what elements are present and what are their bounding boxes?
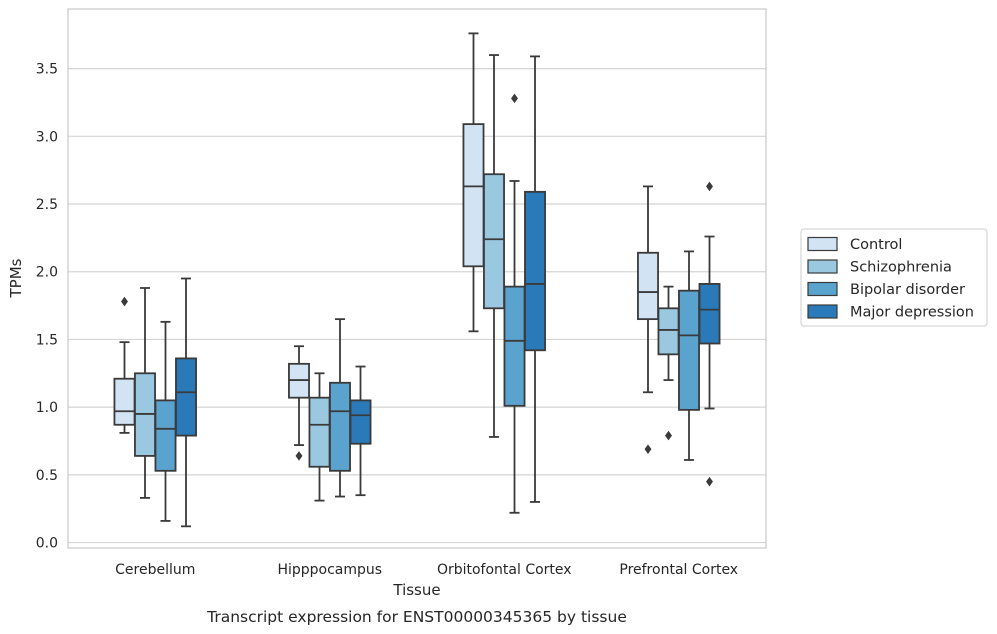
box-iqr [175, 357, 197, 437]
legend: Control Schizophrenia Bipolar disorder Majo… [800, 228, 988, 327]
y-tick-label: 2.0 [36, 265, 58, 281]
x-tick-label: Cerebellum [115, 562, 195, 578]
box-iqr [503, 285, 526, 407]
legend-frame [800, 228, 988, 327]
box-iqr [329, 381, 351, 472]
legend-swatch [807, 281, 838, 297]
outlier-point [511, 93, 518, 104]
legend-items: Control Schizophrenia Bipolar disorder Majo… [807, 236, 974, 321]
box-bipolar-disorder [503, 93, 526, 514]
box-iqr [113, 377, 136, 426]
y-tick-labels: 0.0 0.5 1.0 1.5 2.0 2.5 3.0 3.5 [36, 62, 58, 552]
x-tick-label: Orbitofontal Cortex [437, 562, 572, 578]
box-iqr [637, 251, 659, 321]
legend-label: Schizophrenia [850, 260, 952, 276]
outlier-point [644, 444, 652, 454]
y-tick-label: 2.5 [36, 197, 58, 213]
box-iqr [483, 173, 505, 310]
box-major-depression [175, 277, 197, 528]
box-bipolar-disorder [154, 320, 177, 522]
box-iqr [154, 399, 177, 472]
box-iqr [678, 289, 700, 411]
box-schizophrenia [483, 54, 505, 438]
outlier-point [295, 451, 303, 461]
legend-swatch [807, 304, 838, 319]
chart-caption: Transcript expression for ENST0000034536… [206, 608, 627, 626]
box-control [288, 345, 310, 461]
x-tick-labels: Cerebellum Hipppocampus Orbitofontal Corte… [115, 562, 738, 578]
outlier-point [706, 476, 713, 487]
box-iqr [698, 283, 721, 345]
box-major-depression [349, 365, 372, 497]
y-tick-label: 3.0 [36, 129, 58, 145]
box-control [637, 185, 659, 454]
x-axis-label: Tissue [392, 581, 440, 599]
x-tick-label: Prefrontal Cortex [619, 562, 738, 578]
box-iqr [524, 190, 546, 352]
box-bipolar-disorder [329, 318, 351, 498]
box-schizophrenia [308, 372, 331, 502]
outlier-point [121, 296, 128, 307]
outlier-point [706, 181, 713, 192]
box-bipolar-disorder [678, 250, 700, 461]
box-schizophrenia [657, 285, 680, 441]
legend-swatch [807, 236, 838, 252]
boxes [113, 32, 721, 528]
box-iqr [349, 399, 372, 445]
x-tick-label: Hipppocampus [277, 562, 382, 578]
box-major-depression [524, 55, 546, 503]
plot-frame [67, 8, 767, 549]
legend-label: Bipolar disorder [850, 282, 965, 298]
y-tick-label: 3.5 [36, 62, 58, 78]
y-axis-label: TPMs [7, 258, 25, 298]
box-iqr [462, 123, 485, 268]
box-iqr [308, 396, 331, 468]
box-control [462, 32, 485, 333]
legend-label: Control [850, 237, 902, 253]
y-tick-label: 0.5 [36, 468, 58, 484]
outlier-point [665, 430, 672, 441]
box-major-depression [698, 181, 721, 487]
box-iqr [657, 307, 680, 356]
legend-swatch [807, 259, 838, 274]
box-control [113, 296, 136, 434]
y-tick-label: 1.5 [36, 332, 58, 348]
y-tick-label: 1.0 [36, 400, 58, 416]
y-tick-label: 0.0 [36, 536, 58, 552]
legend-label: Major depression [850, 305, 974, 321]
box-schizophrenia [134, 287, 156, 499]
